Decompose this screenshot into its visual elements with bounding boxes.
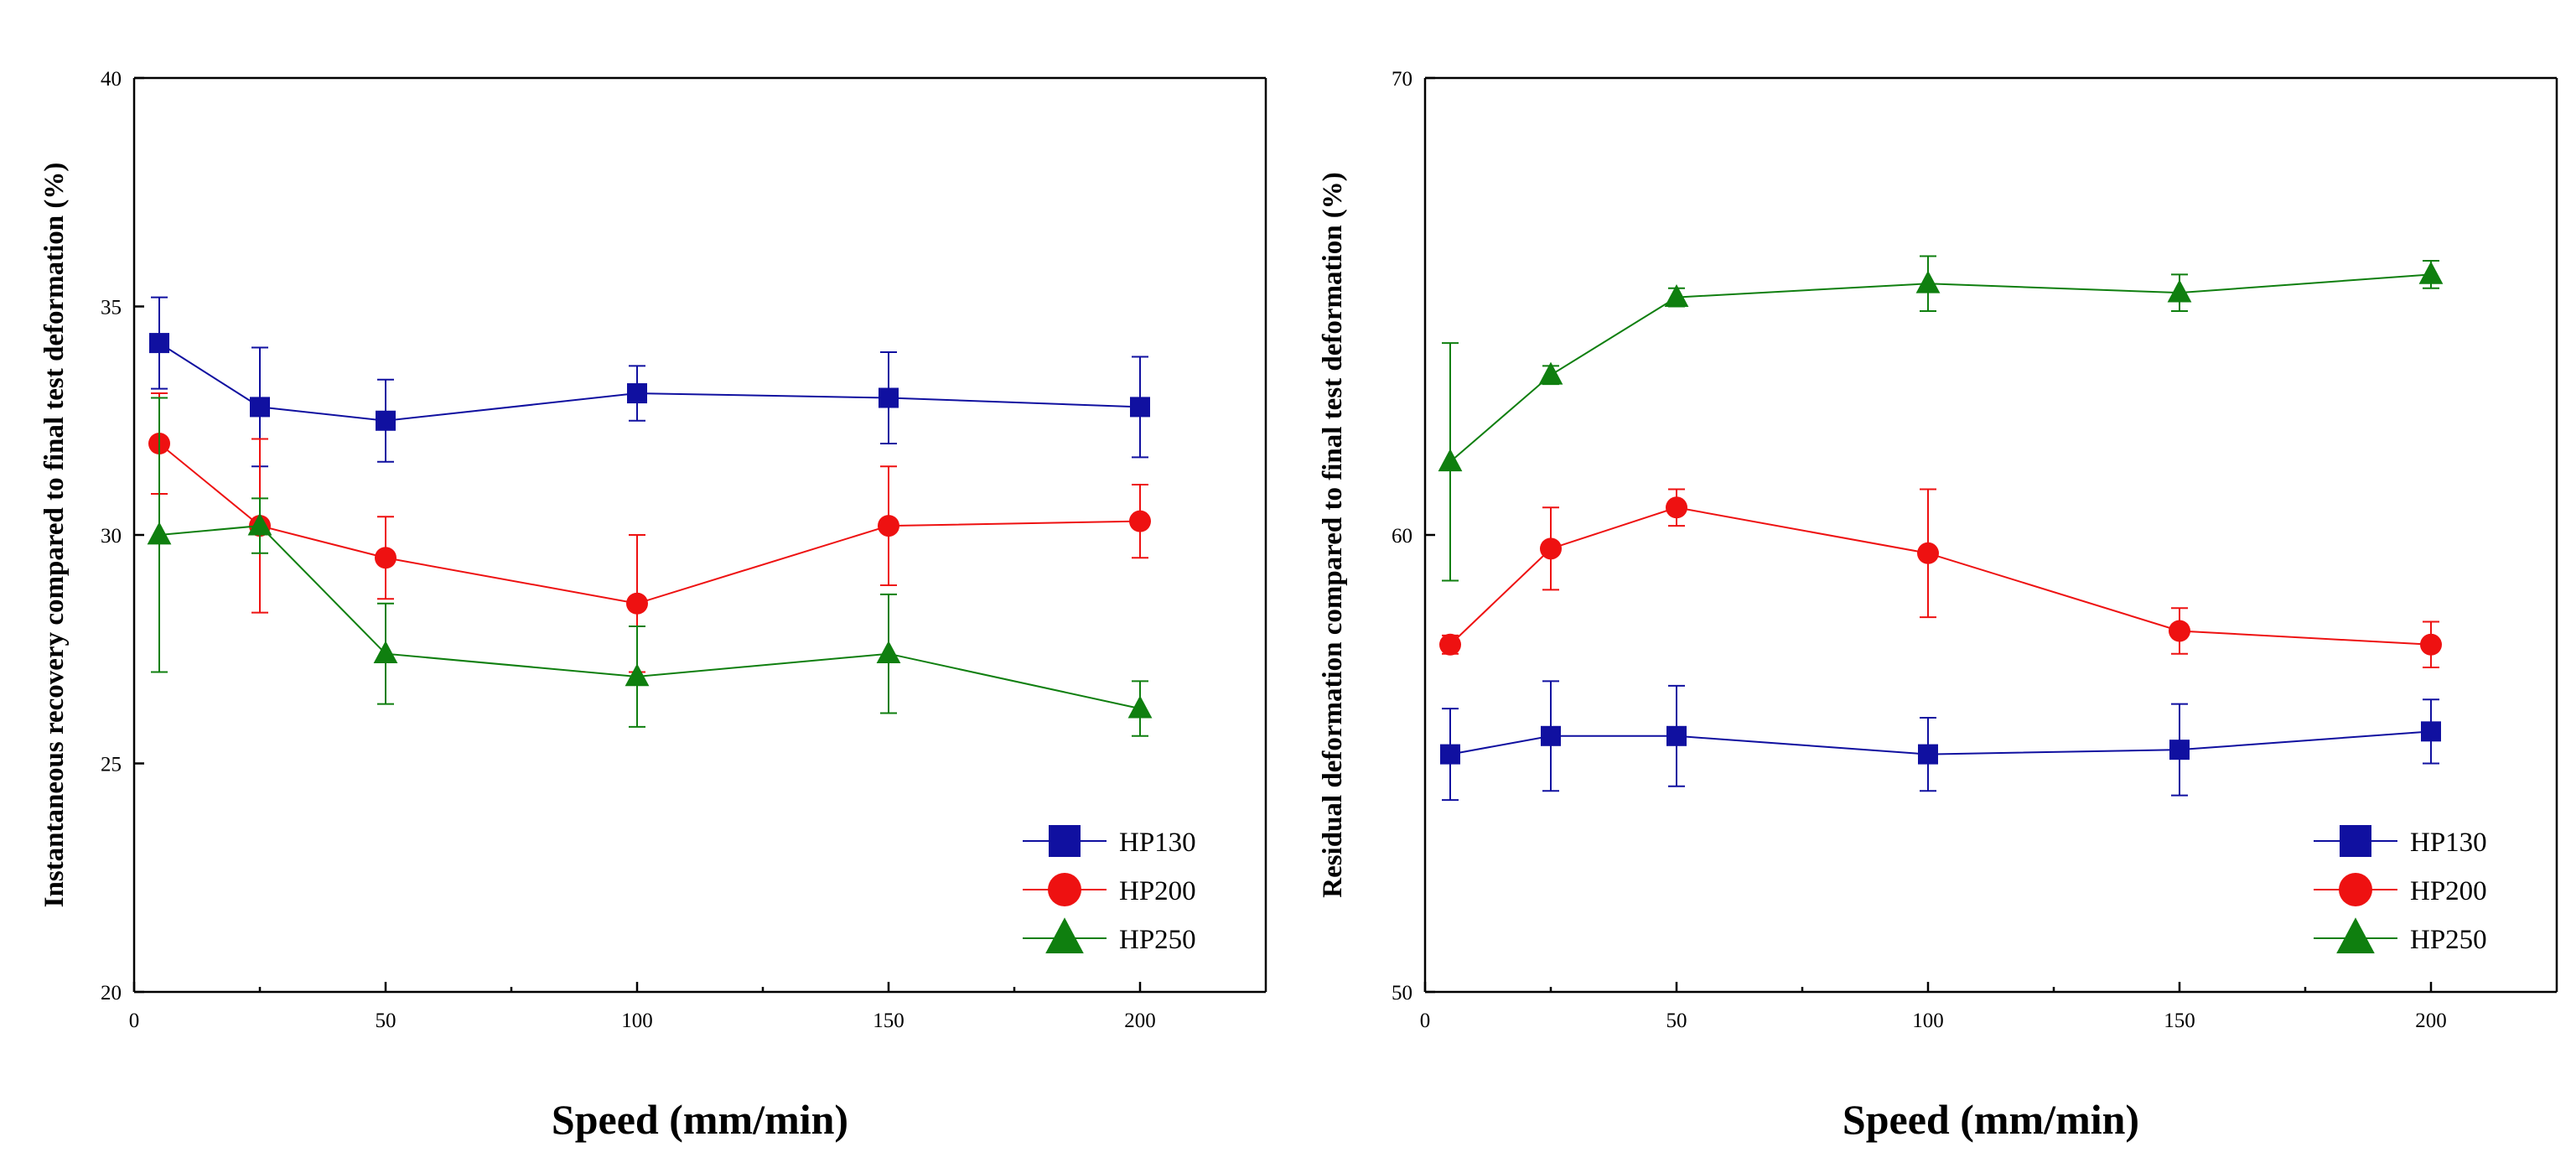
right-hp250-point <box>2167 279 2192 303</box>
left-y-tick-label: 40 <box>101 68 122 91</box>
right-x-tick-label: 50 <box>1666 1010 1687 1032</box>
right-legend-marker-hp130 <box>2340 825 2371 857</box>
left-x-tick-label: 50 <box>376 1010 397 1032</box>
right-y-tick-label: 60 <box>1392 525 1412 548</box>
left-hp130-point <box>627 383 647 404</box>
left-plot-area <box>132 76 1267 994</box>
left-hp130-point <box>149 333 169 354</box>
left-hp130-point <box>1130 397 1150 418</box>
left-legend-marker-hp250 <box>1045 917 1084 953</box>
left-y-tick-label: 35 <box>101 297 122 319</box>
left-hp200-line <box>158 443 1141 605</box>
left-x-tick-label: 0 <box>129 1010 140 1032</box>
right-hp200-point <box>2420 633 2442 656</box>
left-x-tick-label: 200 <box>1124 1010 1156 1032</box>
right-hp130-point <box>1918 744 1938 765</box>
left-x-tick-label: 150 <box>873 1010 904 1032</box>
left-hp200-point <box>375 547 397 569</box>
right-x-ticks: 0 50 100 150 200 <box>1420 982 2447 1032</box>
right-hp250-line <box>1449 273 2432 463</box>
left-hp130-point <box>879 387 899 408</box>
right-x-tick-label: 100 <box>1912 1010 1944 1032</box>
right-hp250-point <box>1915 270 1941 293</box>
left-y-tick-label: 25 <box>101 754 122 776</box>
left-hp200-point <box>626 592 648 615</box>
left-y-tick-label: 20 <box>101 982 122 1004</box>
left-series <box>147 296 1153 737</box>
right-legend-label-hp130: HP130 <box>2410 828 2487 858</box>
right-hp250-point <box>1664 283 1689 307</box>
right-x-tick-label: 150 <box>2164 1010 2195 1032</box>
right-hp200-point <box>1439 633 1461 656</box>
left-x-ticks: 0 50 100 150 200 <box>129 982 1156 1032</box>
right-hp200-point <box>2169 620 2190 642</box>
right-chart: 0 50 100 150 200 50 60 70 Speed (mm/min) Resid… <box>1318 68 2558 1143</box>
left-hp200-point <box>878 515 899 537</box>
right-hp200-line <box>1449 506 2432 646</box>
left-x-tick-label: 100 <box>621 1010 653 1032</box>
left-y-axis-label: Instantaneous recovery compared to final… <box>39 163 70 908</box>
right-legend: HP130 HP200 HP250 <box>2314 825 2487 955</box>
right-series <box>1438 255 2444 802</box>
left-legend: HP130 HP200 HP250 <box>1023 825 1196 955</box>
left-y-tick-label: 30 <box>101 525 122 548</box>
right-hp130-point <box>1666 725 1687 746</box>
left-legend-label-hp250: HP250 <box>1119 925 1196 955</box>
right-hp130-line <box>1449 730 2432 755</box>
right-hp200-point <box>1666 496 1687 519</box>
left-chart: 0 50 100 150 200 20 25 30 35 40 Speed (mm/min) I… <box>39 68 1267 1143</box>
left-hp130-point <box>376 410 396 431</box>
left-hp250-point <box>876 641 901 664</box>
right-y-tick-label: 50 <box>1392 982 1412 1004</box>
left-legend-marker-hp200 <box>1048 873 1081 906</box>
right-y-ticks: 50 60 70 <box>1392 68 1435 1004</box>
left-hp250-point <box>1127 695 1153 719</box>
right-x-axis-label: Speed (mm/min) <box>1843 1096 2139 1143</box>
right-y-axis-label: Residual deformation compared to final t… <box>1318 172 1348 898</box>
left-hp250-point <box>625 663 650 687</box>
right-hp250-point <box>2418 261 2444 284</box>
right-legend-marker-hp250 <box>2336 917 2375 953</box>
right-hp130-point <box>2169 740 2190 760</box>
left-hp130-line <box>158 342 1141 422</box>
left-legend-label-hp130: HP130 <box>1119 828 1196 858</box>
right-legend-label-hp250: HP250 <box>2410 925 2487 955</box>
left-hp130-point <box>250 397 270 418</box>
right-x-tick-label: 200 <box>2415 1010 2447 1032</box>
right-y-tick-label: 70 <box>1392 68 1412 91</box>
right-hp250-point <box>1538 361 1563 385</box>
left-x-axis-label: Speed (mm/min) <box>552 1096 848 1143</box>
left-legend-marker-hp130 <box>1049 825 1081 857</box>
left-hp250-point <box>373 641 398 664</box>
right-hp130-point <box>1440 744 1460 765</box>
left-hp250-point <box>247 512 272 536</box>
right-hp200-point <box>1917 542 1939 564</box>
right-hp130-point <box>2421 721 2441 742</box>
left-hp200-point <box>1129 510 1151 532</box>
left-hp250-point <box>147 522 172 545</box>
right-hp200-point <box>1540 537 1562 560</box>
right-hp250-point <box>1438 449 1463 472</box>
right-x-tick-label: 0 <box>1420 1010 1431 1032</box>
right-legend-label-hp200: HP200 <box>2410 876 2487 906</box>
right-legend-marker-hp200 <box>2339 873 2372 906</box>
left-legend-label-hp200: HP200 <box>1119 876 1196 906</box>
left-y-ticks: 20 25 30 35 40 <box>101 68 144 1004</box>
left-hp250-line <box>158 525 1141 710</box>
right-hp130-point <box>1541 725 1561 746</box>
